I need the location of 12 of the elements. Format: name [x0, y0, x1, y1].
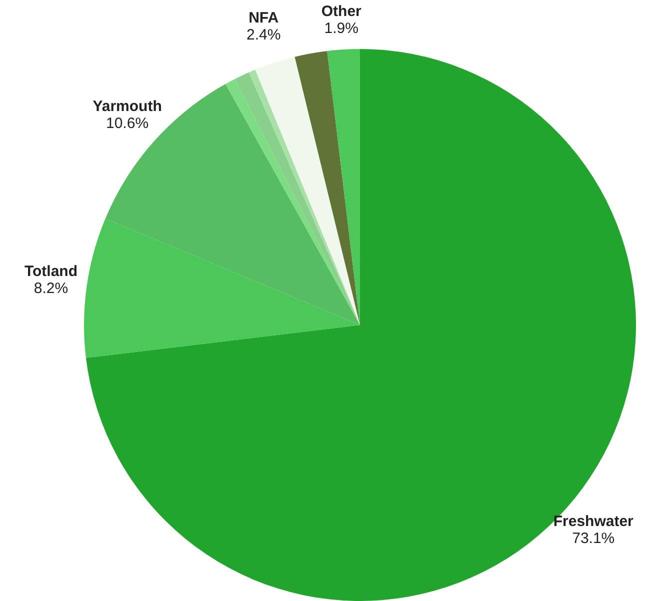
data-label: 73.1%: [572, 530, 615, 548]
slice-label: NFA: [248, 9, 279, 26]
slice-label: Totland: [24, 263, 78, 280]
slice-label: Freshwater: [553, 513, 634, 530]
pie-slice: [294, 50, 360, 325]
data-label: 2.4%: [246, 26, 281, 44]
data-label: 8.2%: [34, 280, 68, 298]
data-label: 1.9%: [324, 20, 358, 37]
data-label: 10.6%: [106, 115, 149, 132]
pie-slice: [86, 49, 636, 601]
slice-label: Other: [321, 3, 362, 20]
slice-label: Yarmouth: [92, 98, 162, 116]
